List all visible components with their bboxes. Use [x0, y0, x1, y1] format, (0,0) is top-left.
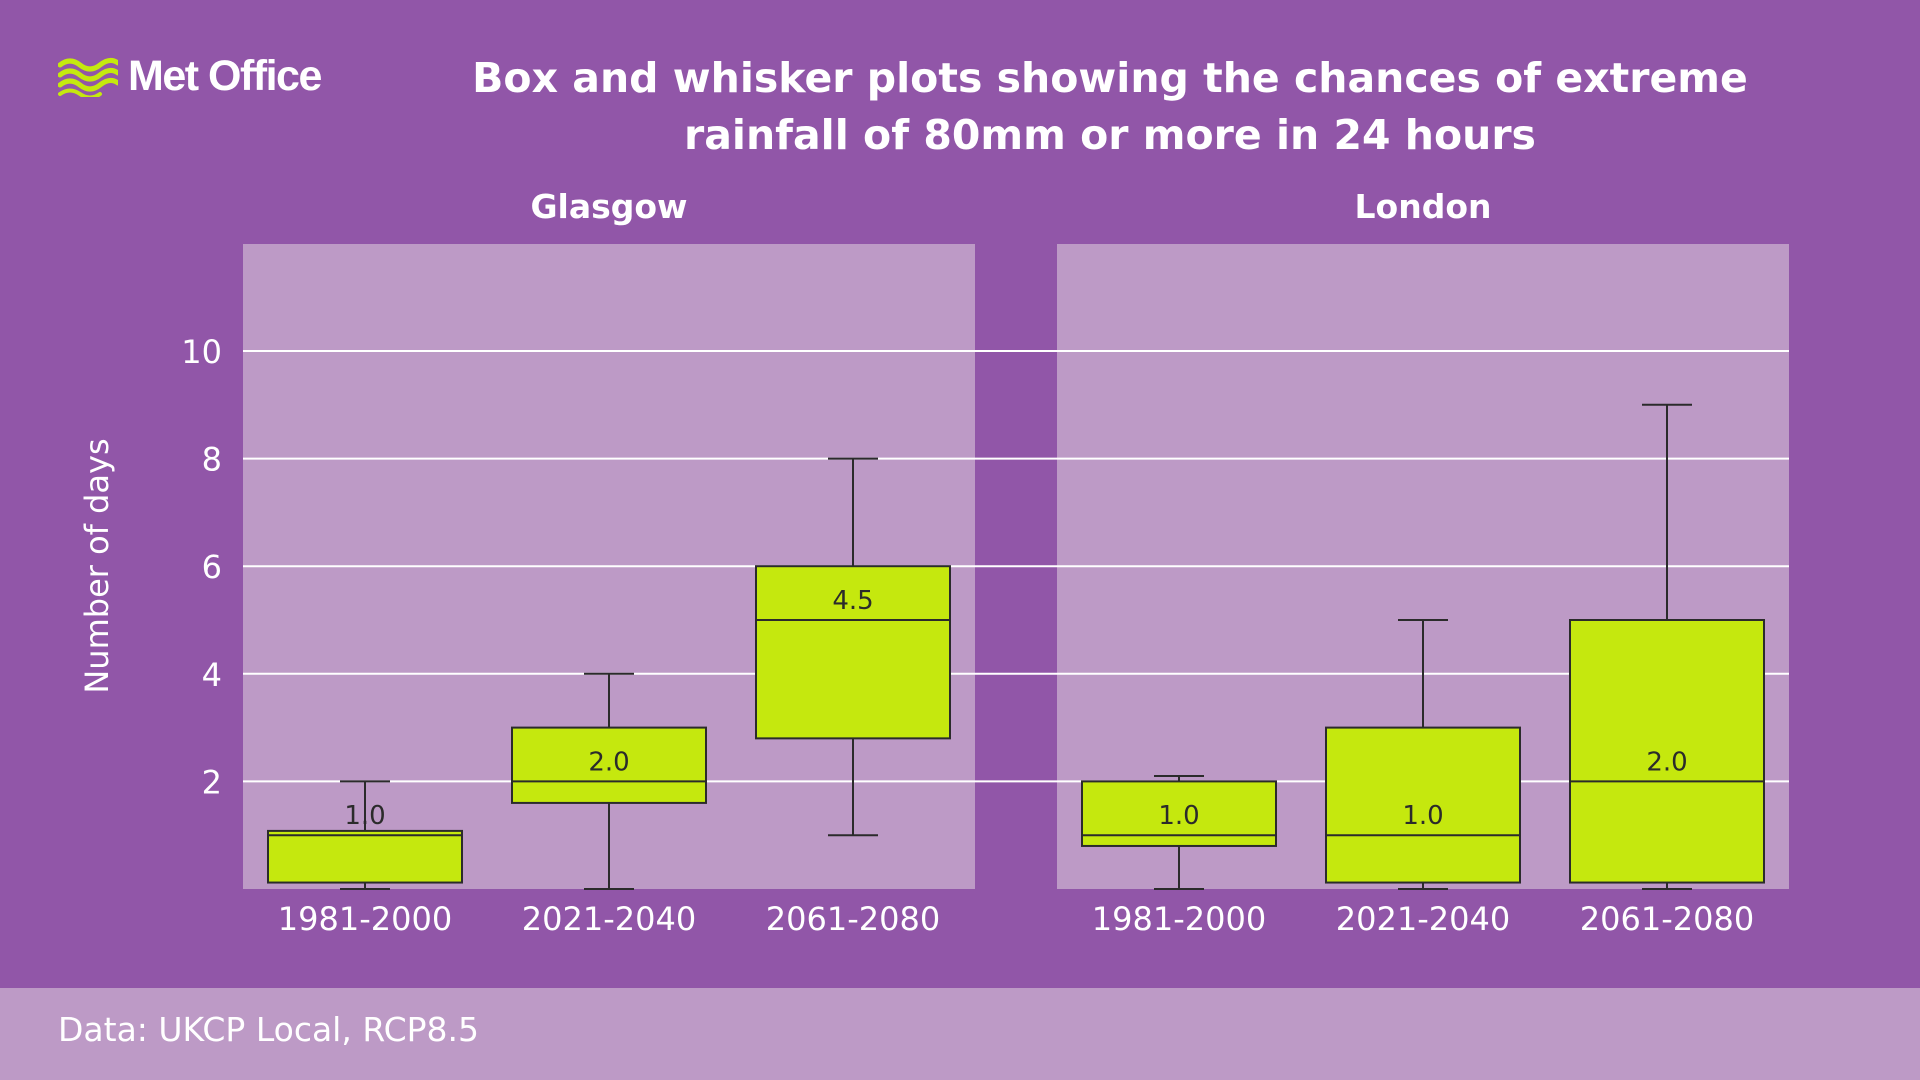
box-london-2061-2080 [1569, 619, 1765, 884]
x-tick-label-glasgow-2061-2080: 2061-2080 [766, 900, 940, 938]
x-tick-label-glasgow-2021-2040: 2021-2040 [522, 900, 696, 938]
met-office-logo: Met Office [58, 52, 322, 101]
box-glasgow-2021-2040 [511, 726, 707, 804]
data-source-note: Data: UKCP Local, RCP8.5 [58, 1010, 480, 1049]
box-london-2021-2040 [1325, 726, 1521, 884]
x-tick-label-london-1981-2000: 1981-2000 [1092, 900, 1266, 938]
x-tick-label-glasgow-1981-2000: 1981-2000 [278, 900, 452, 938]
y-tick-label-6: 6 [202, 548, 222, 586]
x-tick-label-london-2021-2040: 2021-2040 [1336, 900, 1510, 938]
value-label-glasgow-2061-2080: 4.5 [832, 586, 873, 616]
y-axis-label: Number of days [78, 438, 116, 693]
y-tick-label-2: 2 [202, 763, 222, 801]
panel-title-glasgow: Glasgow [530, 187, 687, 226]
value-label-london-1981-2000: 1.0 [1158, 801, 1199, 831]
box-plot-chart: Glasgow London 2 4 6 8 10 Number of days 1.0 1981… [78, 187, 1789, 938]
met-office-wave-logo-icon [58, 57, 118, 97]
chart-title: Box and whisker plots showing the chance… [420, 50, 1800, 164]
y-tick-label-8: 8 [202, 441, 222, 479]
value-label-glasgow-1981-2000: 1.0 [344, 801, 385, 831]
box-glasgow-1981-2000 [267, 829, 463, 884]
value-label-london-2061-2080: 2.0 [1646, 747, 1687, 777]
value-label-london-2021-2040: 1.0 [1402, 801, 1443, 831]
chart-title-line-1: Box and whisker plots showing the chance… [472, 54, 1748, 102]
footer-bar: Data: UKCP Local, RCP8.5 [0, 988, 1920, 1080]
x-tick-label-london-2061-2080: 2061-2080 [1580, 900, 1754, 938]
value-label-glasgow-2021-2040: 2.0 [588, 747, 629, 777]
brand-name: Met Office [128, 52, 322, 100]
chart-title-line-2: rainfall of 80mm or more in 24 hours [684, 111, 1536, 159]
y-tick-label-4: 4 [202, 656, 222, 694]
panel-title-london: London [1355, 187, 1492, 226]
box-glasgow-2061-2080 [755, 565, 951, 740]
y-tick-label-10: 10 [181, 333, 222, 371]
